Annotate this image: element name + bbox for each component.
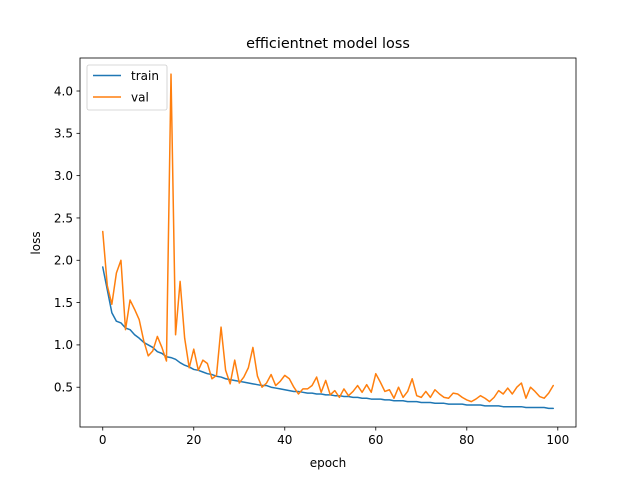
series-lines: [102, 73, 554, 410]
y-tick-label: 2.0: [54, 254, 73, 268]
x-tick-label: 80: [459, 433, 474, 447]
y-axis-label: loss: [29, 231, 43, 254]
legend-label-train: train: [131, 69, 159, 83]
y-tick-label: 1.0: [54, 338, 73, 352]
chart-title: efficientnet model loss: [246, 36, 410, 52]
y-tick-label: 0.5: [54, 381, 73, 395]
y-tick-label: 4.0: [54, 84, 73, 98]
legend: train val: [86, 64, 168, 111]
x-tick-label: 20: [186, 433, 201, 447]
x-axis-label: epoch: [310, 456, 347, 470]
x-axis-ticks: 0 20 40 60 80 100: [99, 427, 569, 447]
y-tick-label: 3.0: [54, 169, 73, 183]
x-tick-label: 60: [368, 433, 383, 447]
y-tick-label: 1.5: [54, 296, 73, 310]
y-axis-ticks: 0.5 1.0 1.5 2.0 2.5 3.0 3.5 4.0: [54, 84, 80, 395]
y-tick-label: 2.5: [54, 211, 73, 225]
series-line-train: [102, 266, 554, 410]
x-tick-label: 40: [277, 433, 292, 447]
plot-area: [79, 57, 577, 428]
series-line-val: [102, 73, 554, 403]
x-tick-label: 100: [546, 433, 569, 447]
x-tick-label: 0: [99, 433, 107, 447]
y-tick-label: 3.5: [54, 127, 73, 141]
legend-label-val: val: [131, 91, 149, 105]
